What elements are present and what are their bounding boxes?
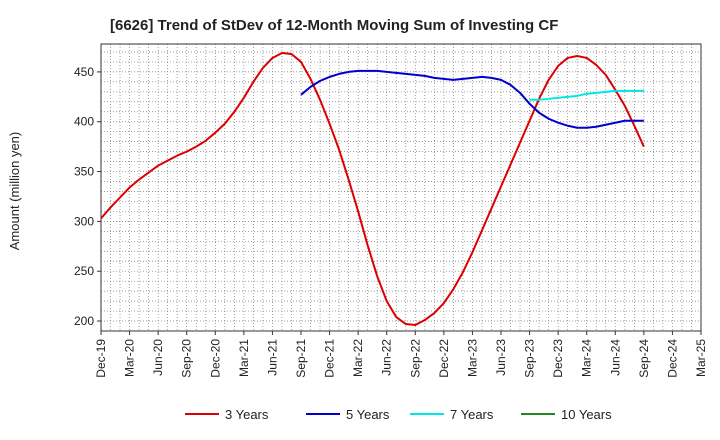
x-tick-label: Dec-21 xyxy=(323,339,337,378)
series-line-7-years xyxy=(529,89,644,101)
y-tick-label: 450 xyxy=(74,65,94,79)
x-tick-label: Jun-24 xyxy=(608,339,622,376)
legend-label: 10 Years xyxy=(561,407,612,422)
y-tick-label: 250 xyxy=(74,264,94,278)
series-line-3-years xyxy=(100,51,645,327)
legend-label: 3 Years xyxy=(225,407,269,422)
x-tick-label: Jun-20 xyxy=(151,339,165,376)
grid-lines xyxy=(101,44,701,332)
y-tick-label: 400 xyxy=(74,115,94,129)
y-tick-label: 200 xyxy=(74,314,94,328)
chart-title: [6626] Trend of StDev of 12-Month Moving… xyxy=(110,17,558,34)
x-tick-label: Sep-20 xyxy=(180,339,194,378)
x-tick-label: Dec-23 xyxy=(551,339,565,378)
x-tick-label: Mar-20 xyxy=(123,339,137,377)
x-tick-label: Jun-21 xyxy=(265,339,279,376)
plot-border xyxy=(100,43,702,332)
x-tick-label: Dec-19 xyxy=(94,339,108,378)
x-tick-label: Mar-25 xyxy=(694,339,708,377)
y-tick-label: 350 xyxy=(74,165,94,179)
x-tick-label: Mar-23 xyxy=(465,339,479,377)
x-tick-label: Sep-21 xyxy=(294,339,308,378)
legend-label: 7 Years xyxy=(450,407,494,422)
x-tick-label: Mar-22 xyxy=(351,339,365,377)
legend-label: 5 Years xyxy=(346,407,390,422)
x-tick-label: Jun-22 xyxy=(380,339,394,376)
x-tick-label: Sep-22 xyxy=(408,339,422,378)
x-tick-label: Dec-20 xyxy=(208,339,222,378)
x-tick-label: Sep-24 xyxy=(637,339,651,378)
x-tick-label: Mar-24 xyxy=(580,339,594,377)
x-tick-label: Mar-21 xyxy=(237,339,251,377)
series-line-5-years xyxy=(300,69,644,129)
x-tick-label: Jun-23 xyxy=(494,339,508,376)
y-tick-label: 300 xyxy=(74,214,94,228)
legend: 3 Years 5 Years 7 Years 10 Years xyxy=(185,407,612,422)
x-tick-label: Sep-23 xyxy=(523,339,537,378)
x-tick-label: Dec-22 xyxy=(437,339,451,378)
series-lines xyxy=(100,51,645,327)
x-tick-label: Dec-24 xyxy=(665,339,679,378)
axes: 200 250 300 350 400 450 Dec-19 Mar-20 Jun-20 Sep-… xyxy=(74,43,708,378)
y-axis-label: Amount (million yen) xyxy=(7,132,22,251)
